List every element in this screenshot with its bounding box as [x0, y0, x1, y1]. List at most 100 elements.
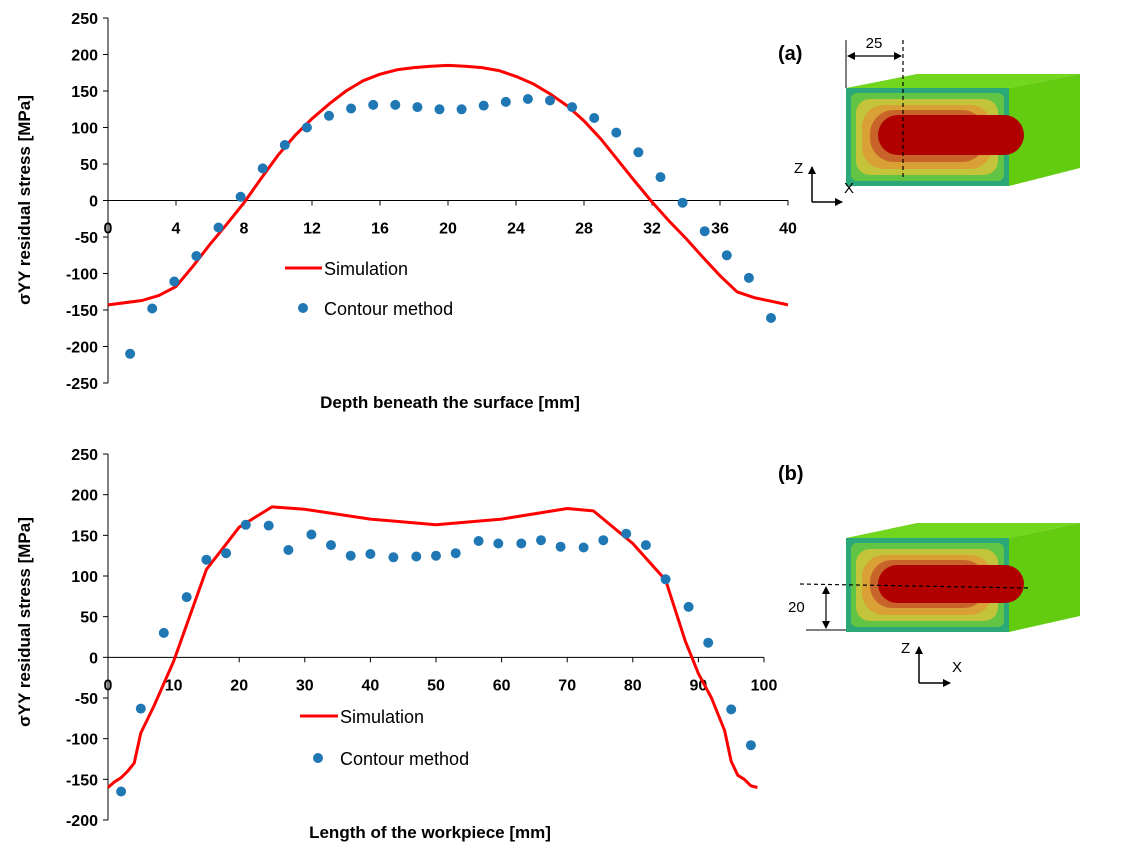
chart-b-contour-point [263, 520, 274, 531]
chart-b-x-tick-label: 50 [427, 677, 445, 694]
chart-a-contour-point [545, 95, 555, 106]
chart-a-contour-point [390, 99, 401, 110]
chart-b-contour-point [536, 535, 546, 546]
chart-a-contour-point [456, 104, 467, 115]
chart-b-y-tick-label: -50 [75, 691, 98, 708]
chart-b-contour-point [365, 549, 376, 559]
chart-b-y-tick-label: -100 [66, 732, 98, 749]
chart-b-x-tick-label: 60 [493, 677, 511, 694]
chart-a-contour-series [125, 94, 776, 359]
chart-b-contour-point [621, 528, 632, 539]
chart-a-simulation-series [107, 63, 789, 307]
chart-a-contour-point [191, 251, 202, 261]
chart-b-x-axis-title: Length of the workpiece [mm] [309, 823, 551, 842]
chart-b-y-tick-label: 0 [89, 650, 98, 667]
chart-b-contour-point [116, 786, 127, 797]
chart-b-contour-point [726, 704, 737, 715]
chart-a-axes [103, 17, 789, 384]
chart-a-y-tick-label: -150 [66, 303, 98, 320]
chart-b-contour-point [683, 601, 694, 612]
chart-a-y-axis-title: σYY residual stress [MPa] [15, 95, 34, 305]
chart-a-x-axis-title: Depth beneath the surface [mm] [320, 393, 580, 412]
inset-a-side-face [1009, 74, 1080, 186]
chart-b-x-tick-label: 100 [751, 677, 778, 694]
chart-b-x-tick-label: 70 [558, 677, 576, 694]
chart-a-contour-point [434, 104, 445, 115]
chart-a-contour-point [125, 348, 136, 359]
chart-a-contour-point [147, 303, 158, 314]
chart-a-legend-simulation-label: Simulation [324, 259, 408, 279]
chart-b-legend-contour-swatch [313, 753, 323, 763]
chart-b-y-tick-label: 50 [80, 610, 98, 627]
chart-a-simulation-line [107, 63, 789, 307]
inset-b-cut-line [799, 583, 1031, 589]
inset-b-x-label: X [952, 659, 962, 676]
chart-b-y-tick-label: 200 [71, 488, 98, 505]
chart-b-contour-point [516, 538, 527, 549]
inset-a-top-face [846, 74, 1080, 88]
chart-a-legend: Simulation Contour method [285, 259, 453, 319]
chart-a-contour-point [301, 122, 312, 133]
inset-a-z-label: Z [794, 160, 803, 177]
inset-b-dim-label: 20 [788, 599, 805, 616]
chart-b-y-tick-label: 100 [71, 569, 98, 586]
chart-a-contour-point [478, 100, 489, 111]
chart-a-contour-point [743, 272, 754, 283]
chart-b-contour-point [326, 540, 336, 551]
chart-a-contour-point [589, 113, 600, 123]
chart-panel-b: 250 200 150 100 50 0 -50 -100 -150 -200 0 10 20 30 40 5… [15, 447, 777, 842]
chart-b-tick-labels: 250 200 150 100 50 0 -50 -100 -150 -200 0 10 20 30 40 5… [66, 447, 777, 830]
chart-b-contour-point [703, 637, 714, 648]
chart-b-x-tick-label: 80 [624, 677, 642, 694]
chart-b-y-tick-label: 150 [71, 528, 98, 545]
chart-a-contour-point [721, 250, 732, 261]
chart-b-x-tick-label: 40 [362, 677, 380, 694]
chart-a-contour-point [500, 96, 511, 107]
chart-b-contour-point [555, 541, 566, 552]
inset-b-panel-label: (b) [778, 463, 804, 485]
chart-b-contour-point [578, 542, 589, 553]
chart-b-contour-point [240, 519, 251, 530]
chart-a-contour-point [213, 222, 224, 233]
chart-b-contour-point [598, 535, 609, 546]
chart-a-contour-point [324, 110, 334, 121]
chart-b-contour-point [283, 545, 294, 555]
inset-b-block-diagram: (b) 20 Z X [778, 463, 1080, 687]
chart-a-y-tick-label: -100 [66, 267, 98, 284]
chart-b-contour-point [306, 529, 317, 540]
chart-a-contour-point [611, 127, 622, 138]
chart-b-x-tick-label: 0 [104, 677, 113, 694]
chart-a-contour-point [699, 226, 710, 237]
chart-a-contour-point [677, 197, 688, 208]
inset-a-dim-label: 25 [866, 35, 883, 52]
chart-b-contour-point [640, 540, 651, 551]
chart-a-y-tick-label: 50 [80, 157, 98, 174]
chart-a-x-tick-label: 36 [711, 221, 729, 238]
chart-b-contour-point [660, 574, 671, 585]
chart-b-x-tick-label: 30 [296, 677, 314, 694]
chart-a-legend-contour-label: Contour method [324, 299, 453, 319]
chart-a-contour-point [412, 102, 423, 113]
chart-a-y-tick-label: 100 [71, 121, 98, 138]
chart-b-simulation-series [107, 505, 758, 789]
chart-a-contour-point [766, 313, 776, 323]
chart-a-tick-labels: 250 200 150 100 50 0 -50 -100 -150 -200 -250 0 4 8 12 1… [66, 11, 797, 393]
chart-a-x-tick-label: 8 [240, 221, 249, 238]
chart-a-x-tick-label: 24 [507, 221, 525, 238]
chart-b-contour-point [158, 627, 169, 638]
chart-b-contour-point [431, 550, 441, 561]
chart-a-y-tick-label: -200 [66, 340, 98, 357]
chart-b-contour-point [450, 548, 461, 559]
chart-a-y-tick-label: 250 [71, 11, 98, 28]
inset-a-panel-label: (a) [778, 43, 802, 65]
chart-a-y-tick-label: 0 [89, 194, 98, 211]
chart-b-contour-series [116, 519, 756, 797]
chart-a-contour-point [522, 94, 533, 104]
chart-a-contour-point [567, 102, 578, 113]
chart-b-contour-point [221, 548, 232, 559]
chart-a-legend-contour-swatch [298, 303, 308, 313]
chart-b-y-tick-label: -200 [66, 813, 98, 830]
chart-panel-a: 250 200 150 100 50 0 -50 -100 -150 -200 -250 0 4 8 12 1… [15, 11, 797, 412]
inset-a-block-diagram: (a) 25 Z X [778, 35, 1080, 206]
chart-a-x-tick-label: 28 [575, 221, 593, 238]
